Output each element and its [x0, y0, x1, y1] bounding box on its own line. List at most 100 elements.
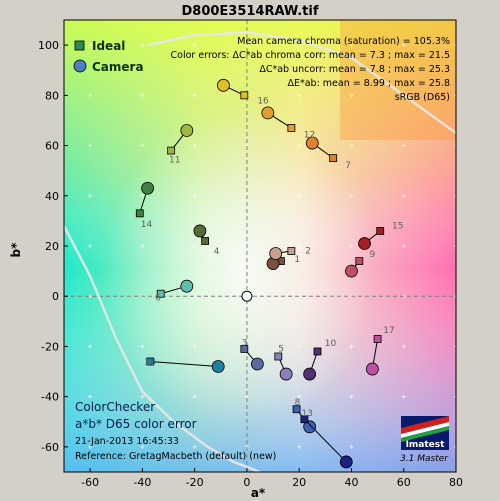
axes: -60 -40 -20 0 20 40 60 80 -60 -40 -20 0 20 40 60 80 100 [38, 39, 463, 489]
chart-title: D800E3514RAW.tif [181, 4, 318, 19]
grid-point [192, 93, 197, 98]
patch-label: 7 [345, 161, 351, 171]
grid-point [349, 444, 354, 449]
y-tick-label: 20 [45, 240, 59, 253]
grid-point [192, 143, 197, 148]
x-tick-label: 80 [449, 476, 463, 489]
patch-label: 9 [369, 250, 375, 260]
ideal-marker [300, 415, 309, 424]
grid-point [192, 43, 197, 48]
grid-point [140, 193, 145, 198]
patch-label: 5 [278, 344, 284, 354]
camera-marker [180, 124, 194, 137]
stats-line-5: sRGB (D65) [395, 92, 450, 103]
grid-point [401, 394, 406, 399]
patch-label: 6 [155, 293, 161, 303]
x-tick-label: 20 [292, 476, 306, 489]
x-tick-label: -60 [81, 476, 99, 489]
grid-point [454, 193, 456, 198]
legend: Ideal Camera [73, 39, 144, 74]
grid-point [401, 193, 406, 198]
x-axis-label: a* [251, 486, 266, 500]
stats-box: Mean camera chroma (saturation) = 105.3%… [171, 36, 450, 103]
stats-line-1: Mean camera chroma (saturation) = 105.3% [237, 36, 450, 47]
grid-point [401, 344, 406, 349]
ideal-marker [240, 91, 249, 100]
ideal-marker [355, 257, 364, 265]
logo-text: Imatest [406, 440, 446, 450]
patch-label: 3 [242, 338, 248, 348]
ideal-marker [287, 124, 296, 132]
grid-point [349, 193, 354, 198]
grid-point [297, 244, 302, 248]
grid-point [349, 43, 354, 48]
y-tick-label: 0 [52, 290, 59, 303]
neutral-marker [241, 290, 253, 302]
ideal-marker [373, 335, 382, 343]
camera-marker [193, 224, 207, 238]
y-tick-label: -20 [41, 340, 59, 353]
ideal-marker [135, 209, 144, 218]
grid-point [192, 193, 197, 198]
patch-label: 8 [295, 398, 301, 408]
x-tick-label: -40 [133, 476, 151, 489]
grid-point [140, 143, 145, 148]
grid-point [192, 244, 197, 248]
y-tick-label: 80 [45, 89, 59, 102]
camera-marker [303, 420, 317, 434]
grid-point [454, 244, 456, 248]
stats-line-3: ΔC*ab uncorr: mean = 7.8 ; max = 25.3 [259, 64, 450, 75]
x-tick-label: 40 [344, 476, 358, 489]
gamut-boundary [64, 31, 456, 472]
error-line [150, 361, 219, 368]
camera-marker [211, 360, 225, 373]
grid-point [349, 143, 354, 148]
gamut-line-lower [64, 225, 261, 472]
grid-point [454, 344, 456, 349]
grid-point [454, 43, 456, 48]
legend-ideal-marker [74, 40, 85, 51]
grid-point [297, 43, 302, 48]
patch-label: 1 [294, 255, 300, 265]
ideal-marker [376, 227, 385, 235]
stats-line-4: ΔE*ab: mean = 8.99 ; max = 25.8 [287, 78, 450, 89]
grid-point [297, 394, 302, 399]
patch-label: 10 [325, 339, 337, 349]
grid-point [140, 394, 145, 399]
camera-marker [358, 237, 371, 250]
patch-label: 17 [383, 326, 394, 336]
camera-marker [339, 455, 353, 469]
grid-point [140, 43, 145, 48]
patch-label: 16 [257, 97, 269, 107]
grid-point [454, 394, 456, 399]
legend-ideal-label: Ideal [92, 39, 125, 53]
error-line [304, 418, 347, 463]
camera-marker [365, 362, 379, 376]
y-axis-label: b* [9, 242, 23, 258]
grid-point [349, 344, 354, 349]
grid-point [454, 444, 456, 449]
grid-point [454, 93, 456, 98]
x-tick-label: 60 [397, 476, 411, 489]
y-tick-label: -60 [41, 441, 59, 454]
y-tick-label: 100 [38, 39, 59, 52]
grid-point [401, 244, 406, 248]
patch-label: 4 [214, 247, 220, 257]
camera-marker [305, 136, 319, 150]
patch-label: 18 [144, 358, 156, 368]
grid-point [349, 394, 354, 399]
grid-point [88, 143, 93, 148]
patch-label: 12 [304, 130, 315, 140]
grid-point [297, 444, 302, 449]
grid-point [297, 344, 302, 349]
patch-label: 13 [301, 409, 312, 419]
camera-marker [303, 367, 317, 381]
ideal-marker [313, 347, 322, 356]
grid-point [140, 93, 145, 98]
plot-frame [63, 19, 457, 473]
camera-marker [141, 181, 155, 195]
patch-label: 14 [141, 220, 153, 230]
y-tick-label: 40 [45, 190, 59, 203]
